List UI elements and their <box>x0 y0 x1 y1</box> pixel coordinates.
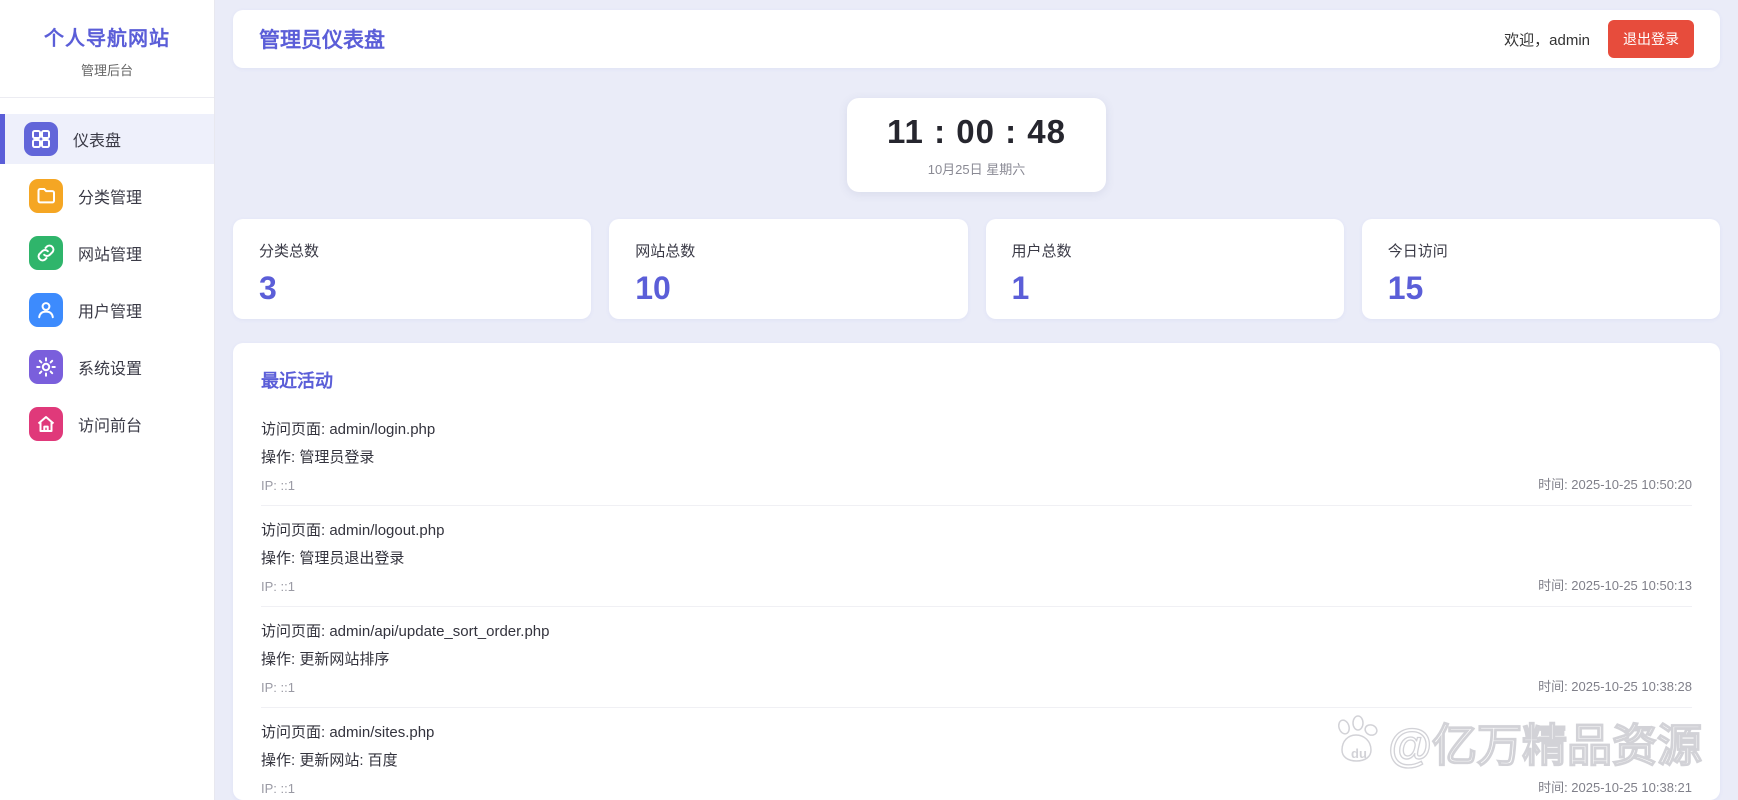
stat-card-categories: 分类总数 3 <box>233 219 592 319</box>
welcome-text: 欢迎，admin <box>1504 31 1590 49</box>
activity-time: 时间: 2025-10-25 10:38:28 <box>1538 679 1692 694</box>
sidebar-item-dashboard[interactable]: 仪表盘 <box>0 114 214 164</box>
user-icon <box>29 293 63 327</box>
page-header: 管理员仪表盘 欢迎，admin 退出登录 <box>233 10 1720 68</box>
activity-item: 访问页面: admin/api/update_sort_order.php 操作… <box>261 607 1692 708</box>
sidebar-item-users[interactable]: 用户管理 <box>0 285 214 335</box>
stats-row: 分类总数 3 网站总数 10 用户总数 1 今日访问 15 <box>233 219 1720 319</box>
activity-page: 访问页面: admin/logout.php <box>261 522 445 539</box>
stat-label: 分类总数 <box>259 243 320 260</box>
stat-label: 今日访问 <box>1387 243 1448 260</box>
main-content: 管理员仪表盘 欢迎，admin 退出登录 11 : 00 : 48 10月25日… <box>215 0 1738 800</box>
sidebar-item-categories[interactable]: 分类管理 <box>0 171 214 221</box>
sidebar: 个人导航网站 管理后台 仪表盘 分类管理 <box>0 0 215 800</box>
recent-activity-panel: 最近活动 访问页面: admin/login.php 操作: 管理员登录 IP:… <box>233 343 1720 800</box>
activity-item: 访问页面: admin/logout.php 操作: 管理员退出登录 IP: :… <box>261 506 1692 607</box>
header-right: 欢迎，admin 退出登录 <box>1504 20 1694 58</box>
sidebar-item-sites[interactable]: 网站管理 <box>0 228 214 278</box>
brand: 个人导航网站 管理后台 <box>0 0 214 98</box>
clock-time: 11 : 00 : 48 <box>887 113 1066 150</box>
clock-date: 10月25日 星期六 <box>927 162 1026 177</box>
stat-card-visits: 今日访问 15 <box>1361 219 1720 319</box>
activity-action: 操作: 管理员登录 <box>261 449 375 466</box>
activity-item: 访问页面: admin/sites.php 操作: 更新网站: 百度 IP: :… <box>261 708 1692 800</box>
activity-time: 时间: 2025-10-25 10:38:21 <box>1538 780 1692 795</box>
activity-action: 操作: 更新网站: 百度 <box>261 752 398 769</box>
folder-icon <box>29 179 63 213</box>
recent-activity-title: 最近活动 <box>261 371 333 391</box>
logout-button[interactable]: 退出登录 <box>1608 20 1694 58</box>
activity-ip: IP: ::1 <box>261 680 295 695</box>
sidebar-item-frontend[interactable]: 访问前台 <box>0 399 214 449</box>
sidebar-item-label: 访问前台 <box>78 418 143 435</box>
activity-ip: IP: ::1 <box>261 781 295 796</box>
sidebar-item-label: 用户管理 <box>78 304 143 321</box>
stat-card-sites: 网站总数 10 <box>609 219 968 319</box>
app-subtitle: 管理后台 <box>80 63 133 78</box>
dashboard-icon <box>24 122 58 156</box>
activity-time: 时间: 2025-10-25 10:50:20 <box>1538 477 1692 492</box>
clock-row: 11 : 00 : 48 10月25日 星期六 <box>233 98 1720 192</box>
sidebar-item-label: 分类管理 <box>78 190 143 207</box>
stat-card-users: 用户总数 1 <box>985 219 1344 319</box>
activity-time: 时间: 2025-10-25 10:50:13 <box>1538 578 1692 593</box>
activity-ip: IP: ::1 <box>261 579 295 594</box>
sidebar-item-label: 系统设置 <box>78 361 143 378</box>
sidebar-item-label: 仪表盘 <box>73 133 122 150</box>
activity-page: 访问页面: admin/sites.php <box>261 724 435 741</box>
gear-icon <box>29 350 63 384</box>
activity-page: 访问页面: admin/api/update_sort_order.php <box>261 623 550 640</box>
clock-card: 11 : 00 : 48 10月25日 星期六 <box>847 98 1106 192</box>
stat-label: 用户总数 <box>1011 243 1072 260</box>
home-icon <box>29 407 63 441</box>
activity-ip: IP: ::1 <box>261 478 295 493</box>
stat-label: 网站总数 <box>635 243 696 260</box>
sidebar-item-settings[interactable]: 系统设置 <box>0 342 214 392</box>
stat-value: 3 <box>259 270 277 306</box>
activity-page: 访问页面: admin/login.php <box>261 421 436 438</box>
link-icon <box>29 236 63 270</box>
stat-value: 1 <box>1011 270 1030 306</box>
stat-value: 10 <box>635 270 671 306</box>
activity-action: 操作: 管理员退出登录 <box>261 550 405 567</box>
page-title: 管理员仪表盘 <box>259 29 385 52</box>
sidebar-item-label: 网站管理 <box>78 247 143 264</box>
activity-action: 操作: 更新网站排序 <box>261 651 390 668</box>
stat-value: 15 <box>1387 270 1424 306</box>
activity-item: 访问页面: admin/login.php 操作: 管理员登录 IP: ::1 … <box>261 405 1692 506</box>
app-title: 个人导航网站 <box>44 28 170 50</box>
sidebar-nav: 仪表盘 分类管理 网站管理 <box>0 98 214 449</box>
